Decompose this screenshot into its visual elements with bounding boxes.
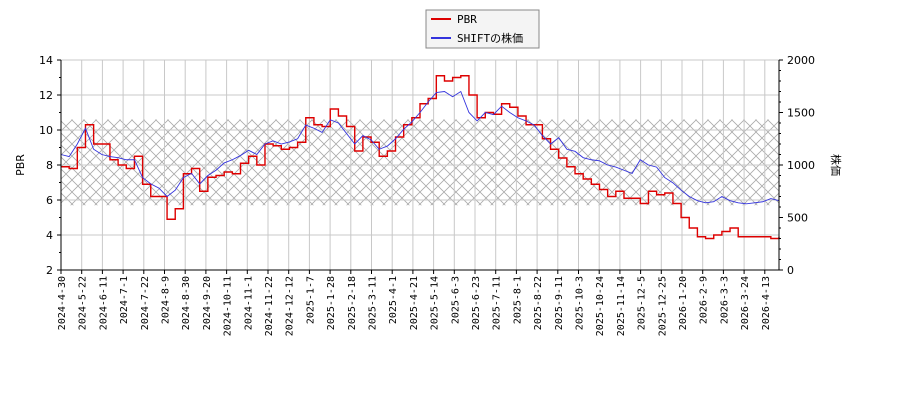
y-tick-label: 14 [39, 54, 53, 67]
x-tick-label: 2025-4-21 [409, 276, 420, 330]
axes: 2 4 6 8 10 12 14 0 500 1000 1500 2000 2024-4-30 2024-… [14, 54, 843, 336]
x-tick-label: 2024-5-22 [78, 276, 89, 330]
legend-pbr-label: PBR [457, 13, 477, 26]
x-tick-label: 2025-8-22 [533, 276, 544, 330]
legend: PBR SHIFTの株価 [425, 9, 540, 49]
x-tick-label: 2025-1-7 [305, 276, 316, 324]
x-tick-label: 2024-8-9 [161, 276, 172, 324]
x-tick-label: 2024-6-11 [98, 276, 109, 330]
y-tick-label: 10 [39, 124, 53, 137]
y-right-axis-title: 株価 [829, 154, 843, 176]
x-tick-label: 2025-8-1 [512, 276, 523, 324]
x-tick-label: 2025-2-18 [347, 276, 358, 330]
x-tick-label: 2025-10-3 [575, 276, 586, 330]
y-right-tick-label: 1500 [787, 107, 815, 120]
x-tick-label: 2026-3-24 [740, 276, 751, 330]
x-tick-label: 2025-11-14 [616, 276, 627, 336]
x-tick-label: 2024-10-11 [223, 276, 234, 336]
x-tick-label: 2025-12-25 [657, 276, 668, 336]
x-tick-label: 2024-11-22 [264, 276, 275, 336]
hatched-band [61, 119, 779, 206]
x-tick-label: 2024-9-20 [202, 276, 213, 330]
x-tick-label: 2024-8-30 [181, 276, 192, 330]
y-axis-title: PBR [14, 154, 27, 176]
y-right-tick-label: 500 [787, 212, 808, 225]
x-tick-label: 2025-6-23 [471, 276, 482, 330]
x-tick-label: 2026-4-13 [761, 276, 772, 330]
x-tick-label: 2025-9-11 [554, 276, 565, 330]
x-tick-label: 2026-2-9 [699, 276, 710, 324]
series-lines [60, 75, 780, 240]
x-tick-label: 2024-7-22 [140, 276, 151, 330]
legend-stock-label: SHIFTの株価 [457, 31, 523, 45]
x-tick-label: 2025-3-11 [368, 276, 379, 330]
x-tick-label: 2026-3-3 [719, 276, 730, 324]
y-tick-label: 4 [46, 229, 53, 242]
y-right-tick-label: 1000 [787, 159, 815, 172]
x-tick-label: 2025-7-11 [492, 276, 503, 330]
x-tick-label: 2024-11-1 [243, 276, 254, 330]
x-tick-label: 2025-4-1 [388, 276, 399, 324]
y-tick-label: 8 [46, 159, 53, 172]
x-tick-label: 2025-6-3 [450, 276, 461, 324]
y-tick-label: 2 [46, 264, 53, 277]
x-tick-label: 2024-4-30 [57, 276, 68, 330]
x-tick-label: 2024-12-12 [285, 276, 296, 336]
x-tick-label: 2025-1-28 [326, 276, 337, 330]
y-tick-label: 6 [46, 194, 53, 207]
x-tick-label: 2026-1-20 [678, 276, 689, 330]
x-tick-label: 2025-5-14 [430, 276, 441, 330]
stock-price-line [60, 90, 780, 205]
y-right-tick-label: 2000 [787, 54, 815, 67]
y-right-tick-label: 0 [787, 264, 794, 277]
x-tick-label: 2025-10-24 [595, 276, 606, 336]
x-tick-label: 2024-7-1 [119, 276, 130, 324]
y-tick-label: 12 [39, 89, 53, 102]
x-tick-label: 2025-12-5 [637, 276, 648, 330]
